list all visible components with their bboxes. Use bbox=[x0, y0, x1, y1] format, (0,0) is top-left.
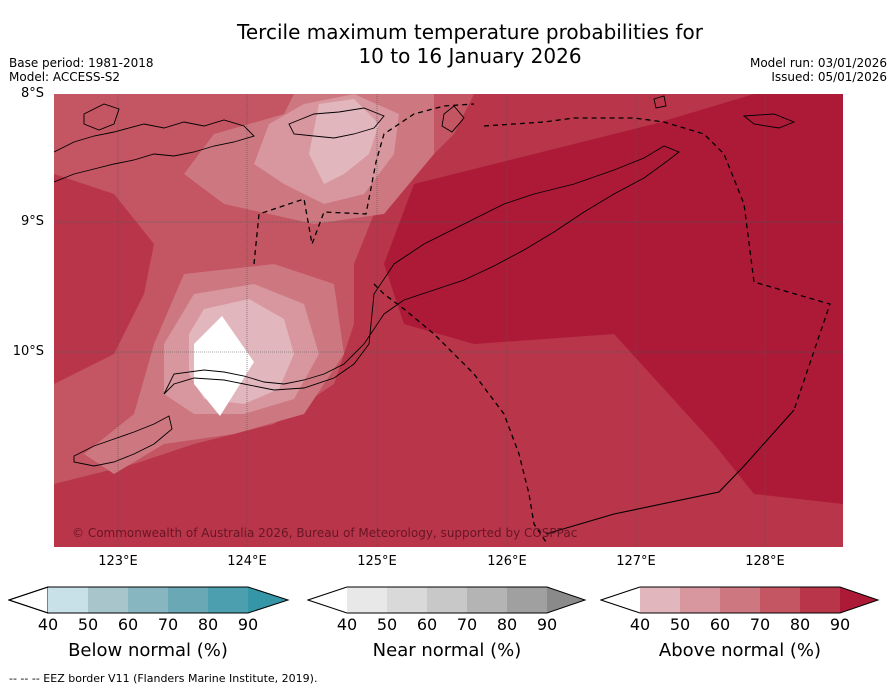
coast-timor bbox=[163, 145, 680, 395]
colorbar-above-swatch-1 bbox=[640, 587, 680, 613]
title-line-1: Tercile maximum temperature probabilitie… bbox=[237, 20, 703, 44]
coast-alor bbox=[288, 107, 385, 139]
coastlines bbox=[54, 95, 796, 467]
colorbar-near-label: Near normal (%) bbox=[372, 640, 522, 661]
lon-label-127e: 127°E bbox=[616, 554, 656, 569]
lon-label-124e: 124°E bbox=[227, 554, 267, 569]
lon-label-123e: 123°E bbox=[98, 554, 138, 569]
chart-title: Tercile maximum temperature probabilitie… bbox=[0, 20, 896, 68]
meta-left: Base period: 1981-2018 Model: ACCESS-S2 bbox=[9, 56, 154, 84]
eez-legend-footer: -- -- -- EEZ border V11 (Flanders Marine… bbox=[9, 672, 318, 685]
colorbar-near-min-arrow bbox=[308, 587, 347, 613]
tick: 70 bbox=[157, 615, 179, 634]
colorbar-below-outline bbox=[8, 586, 290, 614]
colorbar-above-swatch-5 bbox=[800, 587, 840, 613]
map-svg bbox=[54, 94, 843, 547]
colorbar-below-max-arrow bbox=[248, 587, 288, 613]
coast-roti bbox=[73, 415, 173, 467]
colorbar-near-swatch-4 bbox=[467, 587, 507, 613]
colorbar-near bbox=[307, 586, 587, 614]
tick: 80 bbox=[496, 615, 518, 634]
graticule bbox=[54, 94, 843, 547]
lat-label-8s: 8°S bbox=[20, 86, 44, 101]
colorbar-near-swatch-1 bbox=[347, 587, 387, 613]
tick: 60 bbox=[709, 615, 731, 634]
colorbar-below-swatch-2 bbox=[88, 587, 128, 613]
colorbar-near-max-arrow bbox=[547, 587, 585, 613]
colorbar-near-outline bbox=[307, 586, 587, 614]
copyright-notice: © Commonwealth of Australia 2026, Bureau… bbox=[72, 526, 578, 540]
base-period: Base period: 1981-2018 bbox=[9, 56, 154, 70]
colorbar-above-min-arrow bbox=[601, 587, 640, 613]
colorbar-near-swatch-5 bbox=[507, 587, 547, 613]
eez-oecusse bbox=[253, 103, 475, 265]
colorbar-above-swatch-2 bbox=[680, 587, 720, 613]
band-40-north bbox=[309, 99, 379, 184]
colorbar-below-swatch-1 bbox=[48, 587, 88, 613]
title-line-2: 10 to 16 January 2026 bbox=[358, 44, 582, 68]
tick: 60 bbox=[117, 615, 139, 634]
tick: 40 bbox=[629, 615, 651, 634]
tick: 50 bbox=[376, 615, 398, 634]
tick: 40 bbox=[37, 615, 59, 634]
colorbar-above-label: Above normal (%) bbox=[658, 640, 822, 661]
issued-date: Issued: 05/01/2026 bbox=[771, 70, 887, 84]
lat-label-9s: 9°S bbox=[20, 214, 44, 229]
colorbar-below-swatch-4 bbox=[168, 587, 208, 613]
colorbar-above bbox=[600, 586, 880, 614]
lon-label-126e: 126°E bbox=[487, 554, 527, 569]
meta-right: Model run: 03/01/2026 Issued: 05/01/2026 bbox=[750, 56, 887, 84]
lon-label-128e: 128°E bbox=[745, 554, 785, 569]
eez-border bbox=[253, 103, 831, 543]
coast-flores-north bbox=[83, 103, 120, 131]
eez-solid-south bbox=[545, 409, 795, 535]
tick: 90 bbox=[536, 615, 558, 634]
lon-label-125e: 125°E bbox=[357, 554, 397, 569]
tick: 90 bbox=[829, 615, 851, 634]
colorbar-above-outline bbox=[600, 586, 880, 614]
lat-label-10s: 10°S bbox=[12, 344, 44, 359]
coast-flores bbox=[54, 119, 255, 183]
tick: 40 bbox=[336, 615, 358, 634]
colorbar-below-min-arrow bbox=[8, 586, 49, 614]
coast-wetar bbox=[441, 105, 465, 133]
eez-timor-leste bbox=[373, 283, 547, 543]
colorbar-near-swatch-3 bbox=[427, 587, 467, 613]
colorbar-below-label: Below normal (%) bbox=[68, 640, 228, 661]
tick: 70 bbox=[749, 615, 771, 634]
tick: 50 bbox=[77, 615, 99, 634]
eez-east bbox=[483, 117, 831, 411]
colorbar-below-swatch-5 bbox=[208, 587, 248, 613]
probability-map: © Commonwealth of Australia 2026, Bureau… bbox=[54, 94, 843, 547]
band-70-cut bbox=[54, 174, 154, 384]
tick: 90 bbox=[237, 615, 259, 634]
colorbar-below-swatch-3 bbox=[128, 587, 168, 613]
colorbar-above-max-arrow bbox=[840, 587, 878, 613]
colorbar-below bbox=[8, 586, 290, 614]
tick: 70 bbox=[456, 615, 478, 634]
tick: 80 bbox=[197, 615, 219, 634]
model-name: Model: ACCESS-S2 bbox=[9, 70, 121, 84]
tick: 80 bbox=[789, 615, 811, 634]
model-run: Model run: 03/01/2026 bbox=[749, 56, 887, 70]
coast-islet bbox=[653, 95, 667, 109]
tick: 50 bbox=[669, 615, 691, 634]
colorbar-above-swatch-3 bbox=[720, 587, 760, 613]
coast-sawu bbox=[742, 113, 796, 129]
colorbar-near-swatch-2 bbox=[387, 587, 427, 613]
band-white bbox=[194, 316, 254, 416]
colorbar-above-swatch-4 bbox=[760, 587, 800, 613]
tick: 60 bbox=[416, 615, 438, 634]
